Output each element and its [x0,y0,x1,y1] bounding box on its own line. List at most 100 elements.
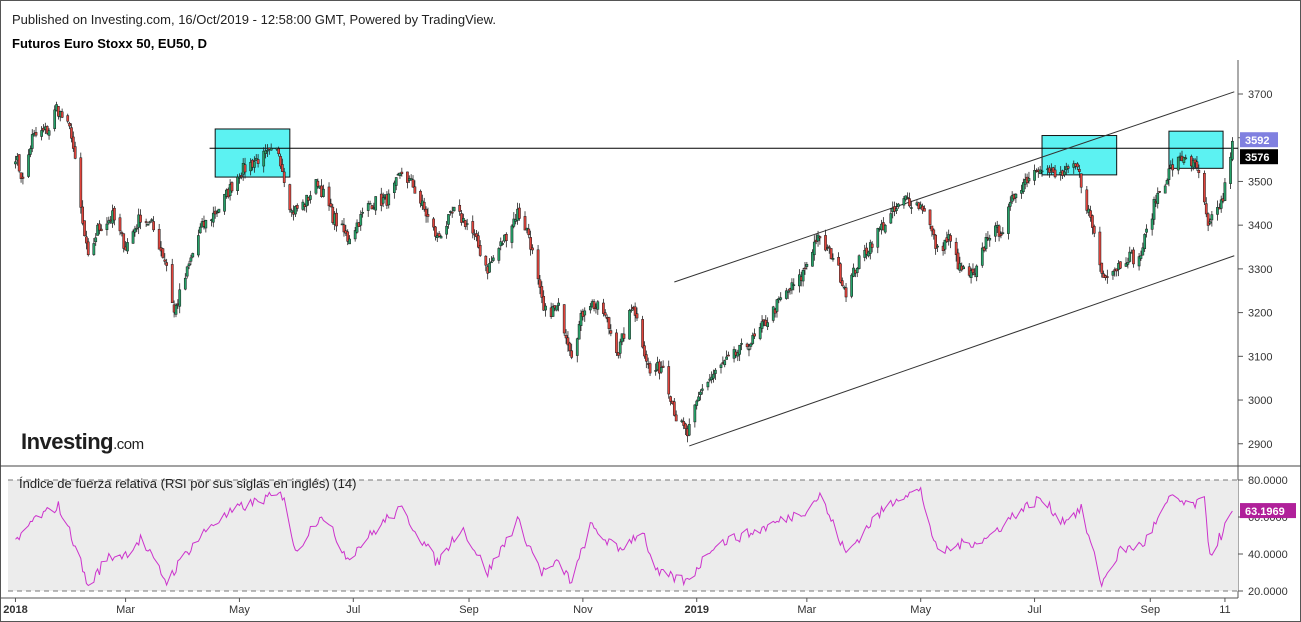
candle [727,351,730,357]
time-tick-label: 2018 [3,604,27,616]
candle [98,220,101,235]
candle [889,208,893,225]
candle [1141,242,1145,256]
candle [394,177,398,191]
candle [1014,193,1018,203]
candle [47,128,51,140]
candle [1078,164,1081,178]
candle [868,239,872,260]
candle [575,337,579,363]
candle [784,287,788,300]
candle [669,395,672,406]
candle [740,338,743,351]
candle [165,258,168,272]
candle [870,241,874,253]
candle [738,344,742,362]
candle [811,249,814,267]
candle [353,227,357,242]
candle [538,275,542,295]
candle [465,218,469,231]
candle [71,131,75,152]
candle [512,212,516,229]
candle [805,261,809,270]
candle [70,123,73,143]
candle [290,208,294,217]
candle [215,210,219,217]
candle [855,267,859,278]
candle [982,246,986,253]
candle [419,189,422,208]
svg-text:3592: 3592 [1245,135,1269,147]
candle [146,222,150,226]
candle [266,144,269,158]
candle [1203,170,1206,205]
candle [281,158,284,172]
candle [844,282,848,303]
svg-text:63.1969: 63.1969 [1245,506,1285,518]
candle [170,258,174,304]
candle [122,233,126,253]
candle [1143,233,1147,252]
candle [1219,195,1223,213]
last-price-badge: 3592 [1240,132,1278,148]
candle [1085,186,1089,214]
candle [92,238,96,256]
candle [616,352,620,359]
candle [478,240,482,257]
candle [641,315,644,349]
candle [1152,196,1156,225]
candle [239,172,243,180]
candle [243,157,247,179]
candle [628,308,631,340]
candle [1027,171,1031,184]
candle [700,384,704,395]
candle [113,206,116,226]
candle [144,218,148,227]
time-tick-label: Sep [1140,604,1160,616]
channel-lower-line [689,255,1235,447]
candle [1132,247,1135,268]
candle [491,255,495,262]
candle [230,181,234,193]
candle [934,233,937,255]
candle [458,199,462,216]
price-tick-label: 2900 [1248,439,1272,451]
candle [602,298,605,317]
candle [161,248,165,259]
candle [902,196,906,209]
candle [1191,157,1195,171]
candle [424,206,428,223]
candle [555,305,559,312]
candle [211,206,215,228]
candle [654,363,658,376]
candle [1126,257,1130,269]
candle [577,320,581,340]
candle [1163,183,1167,194]
candle [348,235,351,245]
candle [1128,246,1132,263]
candle [187,260,191,270]
candle [684,422,687,436]
candle [288,183,292,213]
candle [437,231,441,238]
candle [120,230,124,237]
candle [370,204,374,210]
candle [217,208,221,214]
time-tick-label: Sep [459,604,479,616]
candle [400,167,404,177]
candle [697,391,700,402]
candle [583,307,587,322]
candle [544,303,547,317]
candle [1066,164,1070,173]
candle [118,213,122,236]
candle [1208,218,1212,226]
candle [366,200,370,217]
rsi-title: Índice de fuerza relativa (RSI por sus s… [19,476,356,491]
candle [185,265,189,279]
candle [264,144,267,159]
candle [945,231,949,243]
time-tick-label: May [910,604,931,616]
investing-watermark: Investing.com [21,429,144,454]
candle [406,171,409,189]
candle [529,230,532,256]
